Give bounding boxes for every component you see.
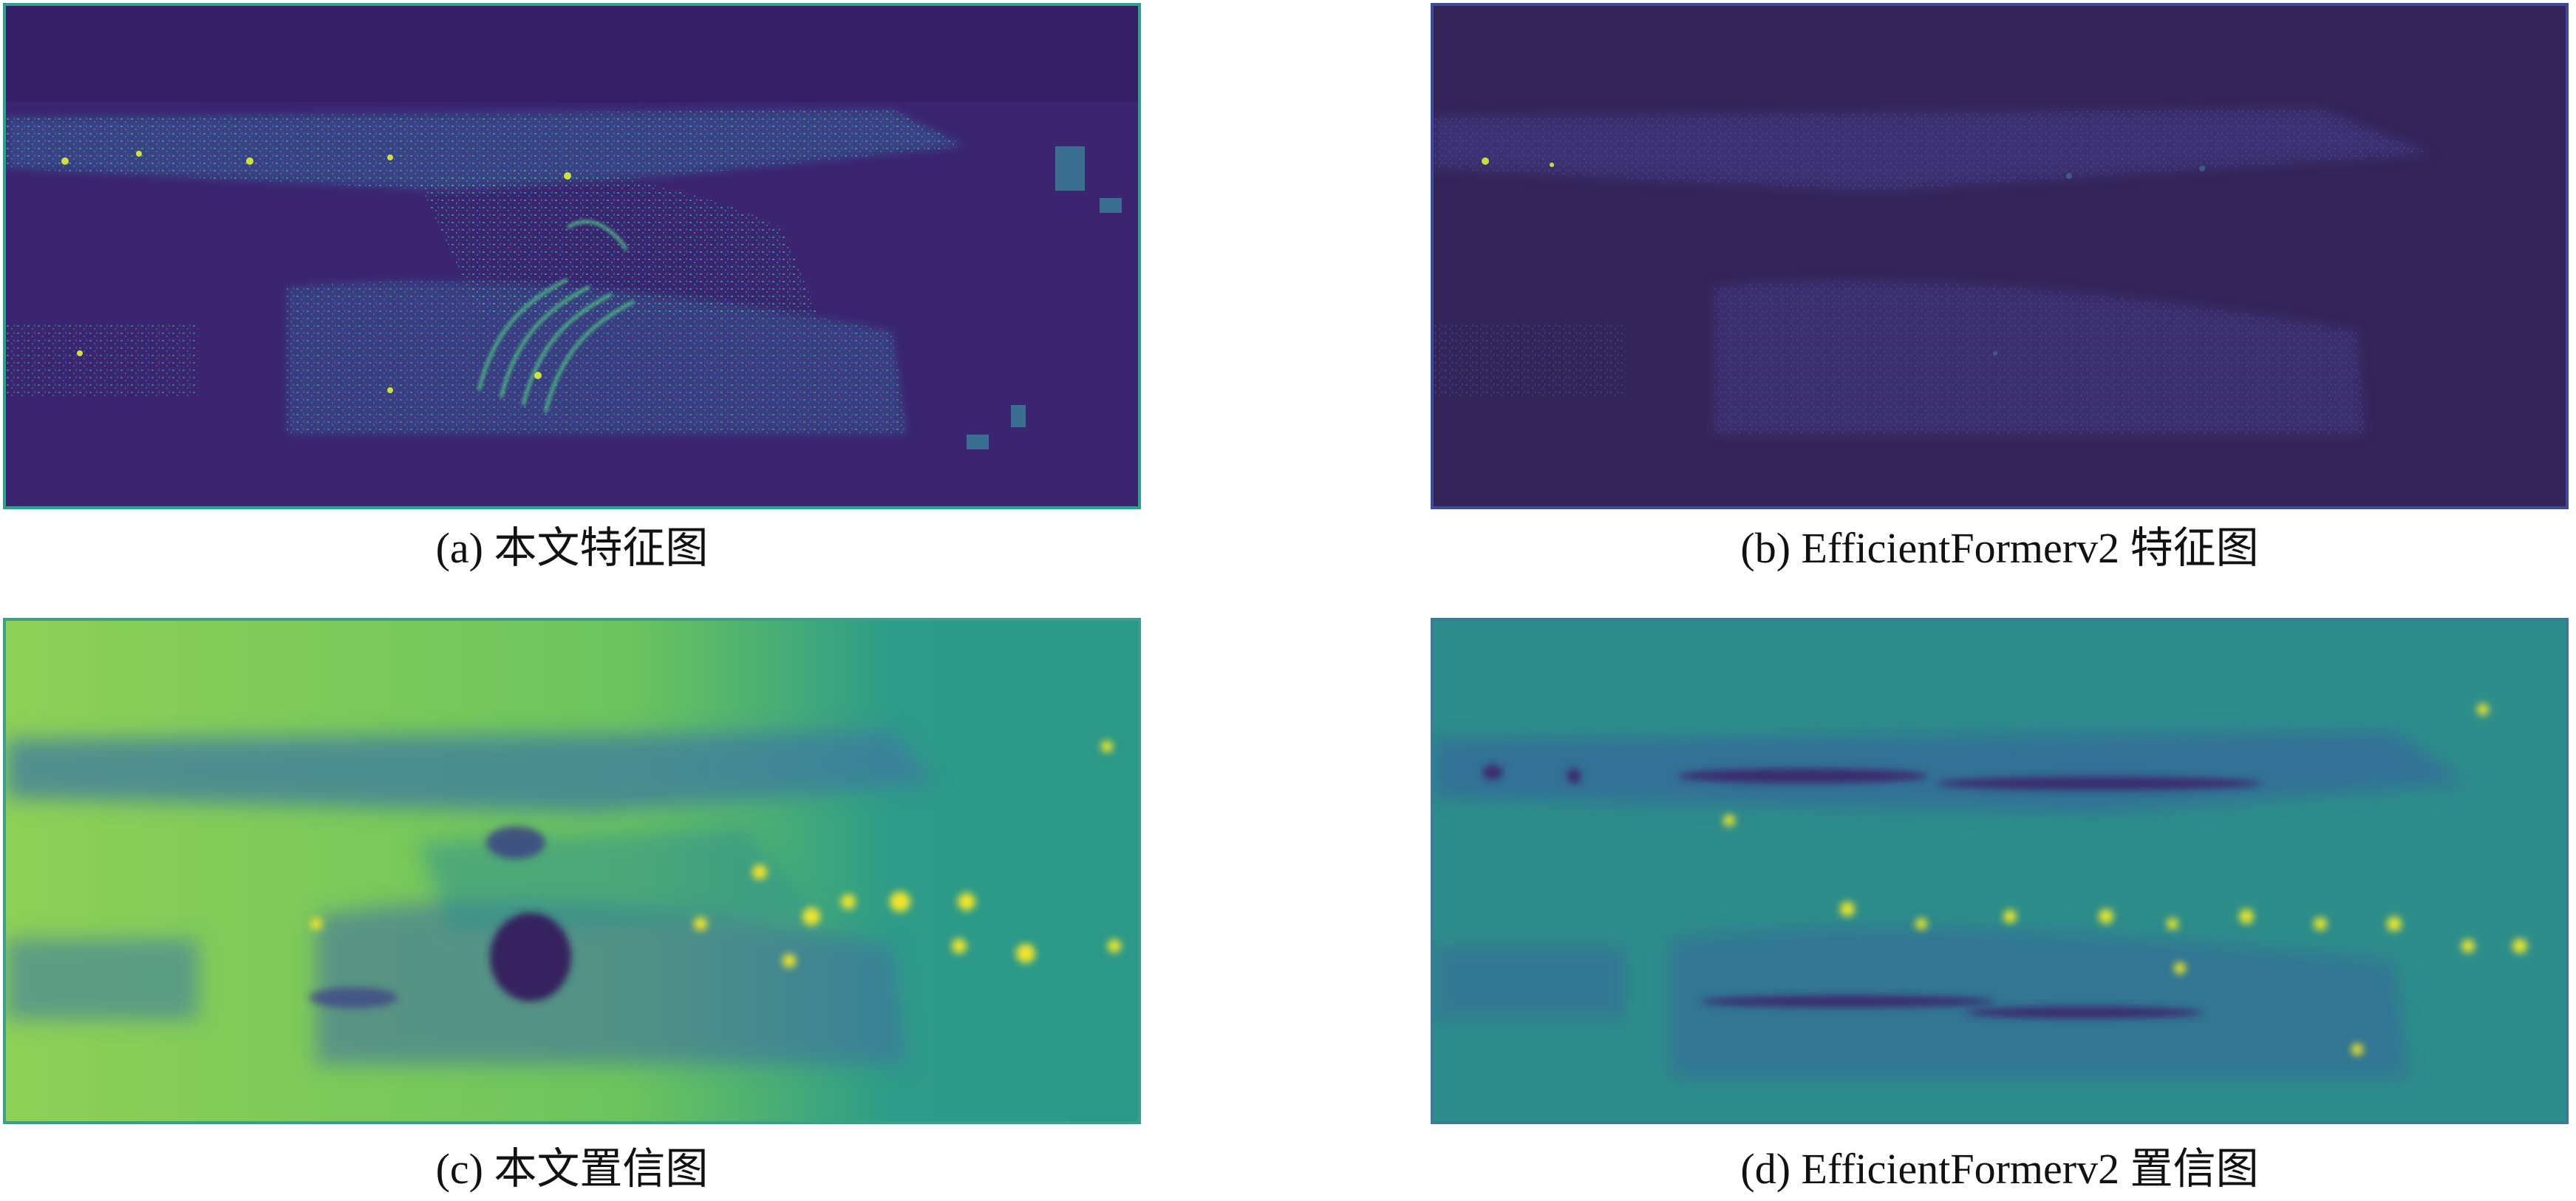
heatmap-image (6, 6, 1138, 506)
heatmap-image (6, 621, 1138, 1121)
caption-d: (d) EfficientFormerv2 置信图 (1740, 1145, 2259, 1193)
caption-c: (c) 本文置信图 (435, 1145, 709, 1193)
caption-a: (a) 本文特征图 (435, 524, 709, 572)
heatmap-image (1434, 6, 2566, 506)
feature-map-ours (3, 3, 1141, 509)
heatmap-image (1434, 621, 2566, 1121)
feature-map-efficientformerv2 (1431, 3, 2569, 509)
caption-b: (b) EfficientFormerv2 特征图 (1740, 524, 2259, 572)
confidence-map-efficientformerv2 (1431, 618, 2569, 1124)
confidence-map-ours (3, 618, 1141, 1124)
